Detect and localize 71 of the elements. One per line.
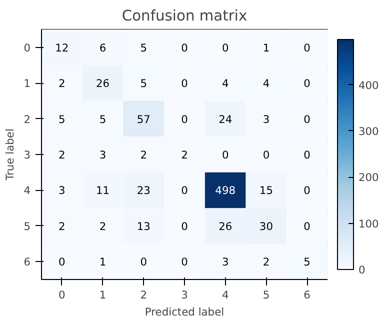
data-label: 5 [304, 256, 310, 269]
data-label: 0 [222, 148, 229, 162]
x-tick-label: 0 [58, 288, 66, 302]
data-label: 0 [181, 41, 188, 54]
data-label: 1 [262, 41, 270, 54]
data-label: 498 [215, 184, 236, 198]
color-bar-label: 0 [358, 264, 366, 276]
data-label: 3 [99, 148, 106, 162]
data-label: 2 [99, 220, 106, 233]
data-label: 4 [222, 77, 229, 90]
data-label: 3 [222, 256, 229, 269]
y-tick-label: 3 [24, 148, 30, 162]
color-bar-label: 300 [358, 124, 380, 138]
data-label: 57 [136, 112, 150, 126]
x-tick-label: 1 [99, 288, 106, 302]
data-label: 0 [181, 256, 188, 269]
data-label: 26 [96, 77, 110, 90]
data-label: 5 [99, 112, 106, 126]
y-tick-label: 4 [24, 184, 31, 198]
x-tick-label: 6 [304, 288, 311, 302]
data-label: 0 [58, 256, 66, 269]
data-label: 0 [181, 112, 188, 126]
data-label: 0 [304, 41, 311, 54]
data-label: 26 [218, 220, 232, 233]
data-label: 0 [304, 220, 311, 233]
data-label: 30 [259, 220, 274, 233]
x-tick-label: 2 [140, 288, 148, 302]
data-label: 5 [58, 112, 66, 126]
y-tick-label: 0 [24, 41, 31, 54]
y-tick-label: 5 [24, 220, 30, 233]
data-label: 15 [259, 184, 273, 198]
data-label: 24 [218, 112, 232, 126]
data-label: 1 [99, 256, 106, 269]
x-tick-label: 4 [222, 288, 229, 302]
x-axis-title: Predicted label [144, 306, 224, 318]
y-axis-title: True label [4, 128, 17, 182]
x-tick-label: 3 [181, 288, 188, 302]
data-label: 2 [181, 148, 188, 162]
data-label: 2 [140, 148, 148, 162]
data-label: 2 [58, 220, 66, 233]
data-label: 5 [140, 77, 148, 90]
data-label: 23 [136, 184, 150, 198]
data-label: 2 [58, 148, 66, 162]
y-tick-label: 6 [24, 256, 31, 269]
color-bar-label: 200 [358, 171, 380, 184]
color-bar-label: 100 [358, 217, 380, 230]
data-label: 2 [58, 77, 66, 90]
data-label: 0 [304, 184, 311, 198]
data-label: 0 [262, 148, 270, 162]
data-label: 6 [99, 41, 106, 54]
data-label: 5 [140, 41, 148, 54]
y-tick-label: 1 [24, 77, 30, 90]
data-label: 0 [304, 77, 311, 90]
data-label: 3 [58, 184, 66, 198]
data-label: 0 [304, 148, 311, 162]
data-label: 12 [55, 41, 69, 54]
chart-title: Confusion matrix [122, 8, 248, 24]
data-label: 11 [96, 184, 110, 198]
data-label: 0 [222, 41, 229, 54]
data-label: 0 [304, 112, 311, 126]
data-label: 13 [136, 220, 150, 233]
color-bar-label: 400 [358, 78, 380, 92]
data-label: 0 [140, 256, 148, 269]
data-label: 2 [262, 256, 270, 269]
data-label: 3 [262, 112, 270, 126]
y-tick-label: 2 [24, 112, 30, 126]
x-tick-label: 5 [262, 288, 270, 302]
data-label: 4 [262, 77, 270, 90]
data-label: 0 [181, 220, 188, 233]
data-label: 0 [181, 77, 188, 90]
data-label: 0 [181, 184, 188, 198]
